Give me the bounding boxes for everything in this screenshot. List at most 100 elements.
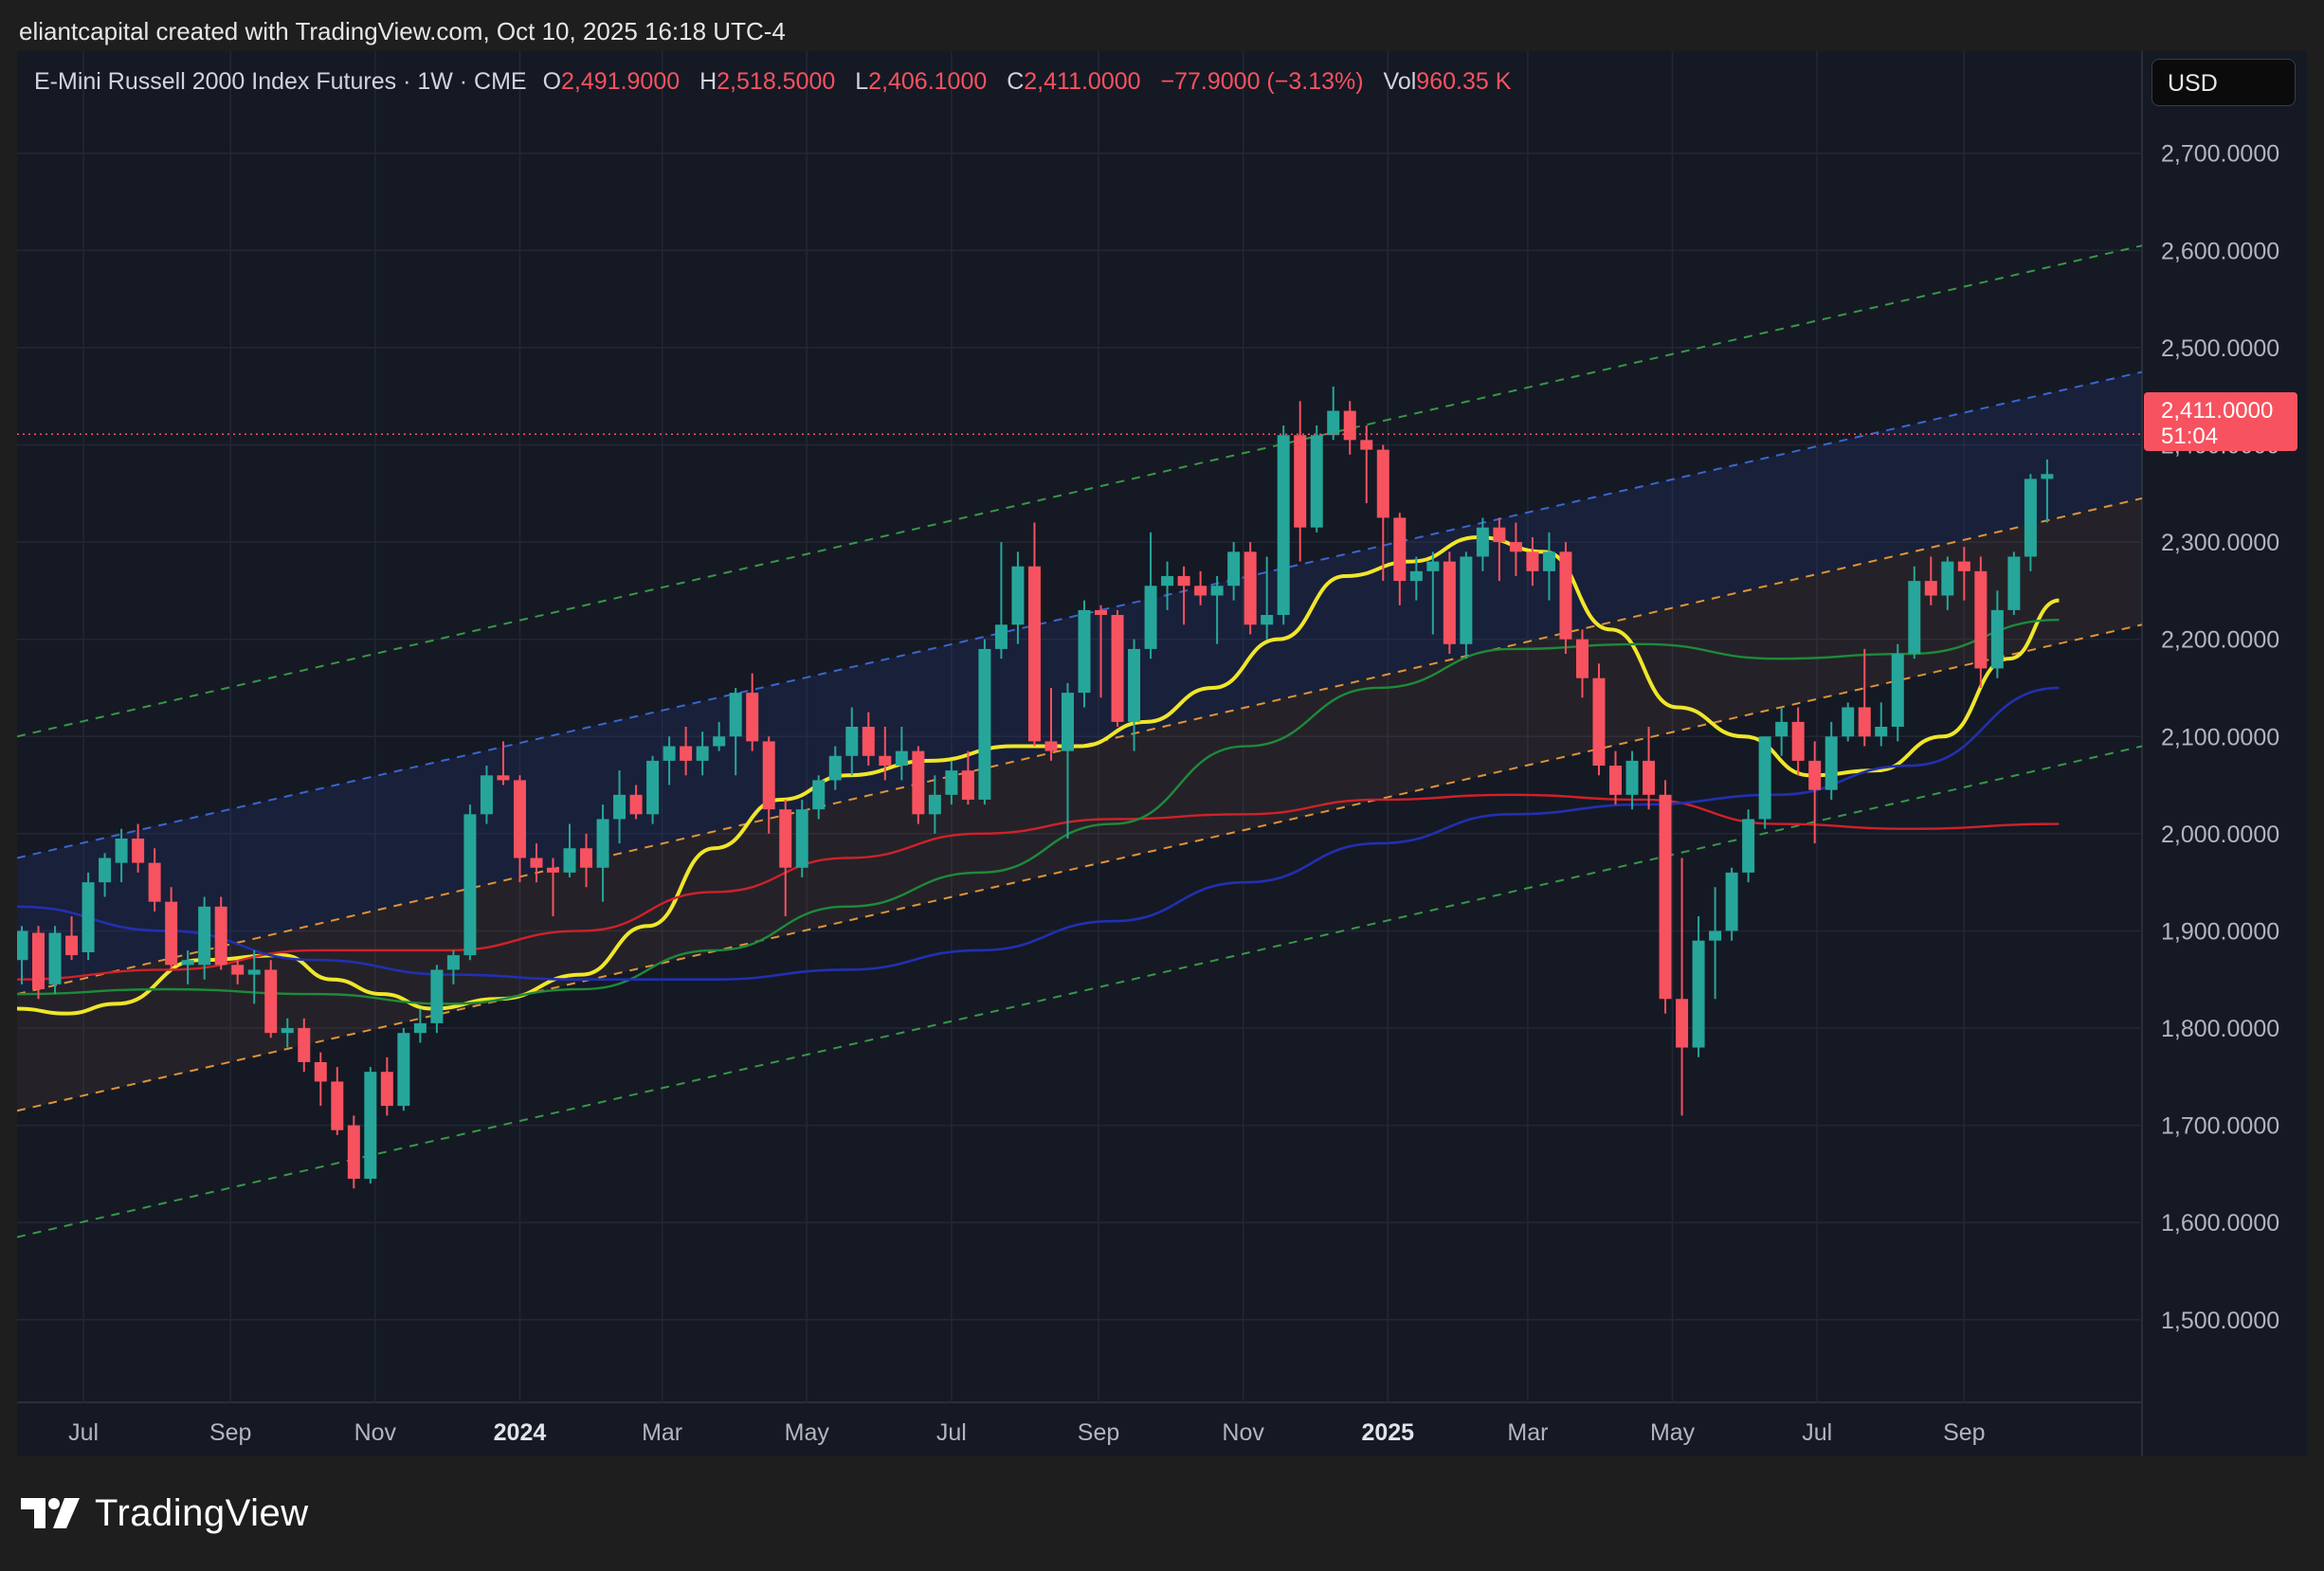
candle-body bbox=[762, 741, 775, 810]
candle-body bbox=[978, 648, 991, 800]
candle-body bbox=[1376, 449, 1389, 518]
candle-body bbox=[729, 693, 742, 737]
candle-body bbox=[115, 838, 128, 863]
candle-body bbox=[82, 882, 95, 953]
candle-body bbox=[132, 838, 145, 863]
chart-frame[interactable]: 1,500.0000 1,600.0000 1,700.0000 1,800.0000… bbox=[17, 51, 2307, 1456]
candle-body bbox=[862, 727, 875, 756]
y-tick-label: 2,300.0000 bbox=[2161, 530, 2279, 556]
candle-body bbox=[65, 935, 79, 956]
candle-body bbox=[1758, 736, 1771, 820]
volume-value: 960.35 K bbox=[1416, 68, 1512, 95]
candle-body bbox=[331, 1081, 344, 1130]
chart-attribution: eliantcapital created with TradingView.c… bbox=[19, 17, 786, 45]
candle-body bbox=[1858, 707, 1871, 737]
candle-body bbox=[497, 775, 510, 781]
candle-body bbox=[214, 906, 227, 966]
candle-body bbox=[1327, 410, 1340, 436]
y-tick-label: 2,600.0000 bbox=[2161, 238, 2279, 264]
brand-name: TradingView bbox=[95, 1491, 309, 1534]
candle-body bbox=[1210, 586, 1224, 596]
candle-body bbox=[828, 755, 842, 781]
tradingview-brand[interactable]: TradingView bbox=[21, 1490, 309, 1537]
candle-body bbox=[430, 969, 444, 1023]
candle-body bbox=[1277, 435, 1290, 616]
candle-body bbox=[1061, 693, 1074, 751]
candle-body bbox=[994, 624, 1008, 649]
candle-body bbox=[1791, 721, 1805, 761]
candle-body bbox=[696, 746, 709, 761]
low-value: 2,406.1000 bbox=[868, 68, 988, 95]
candle-body bbox=[364, 1072, 377, 1180]
candle-body bbox=[1725, 872, 1738, 931]
candle-body bbox=[32, 932, 45, 989]
high-value: 2,518.5000 bbox=[717, 68, 836, 95]
x-tick-label: Mar bbox=[642, 1419, 682, 1446]
candle-body bbox=[1409, 570, 1423, 582]
candle-body bbox=[1625, 760, 1639, 795]
low-key: L bbox=[855, 68, 869, 95]
x-tick-label: Jul bbox=[936, 1419, 967, 1446]
candle-body bbox=[596, 819, 609, 868]
x-tick-label: Sep bbox=[1078, 1419, 1119, 1446]
candle-body bbox=[795, 809, 808, 868]
candle-body bbox=[1426, 561, 1440, 571]
candle-body bbox=[1194, 586, 1207, 596]
currency-selector[interactable]: USD bbox=[2152, 59, 2296, 106]
moving-average-green bbox=[17, 618, 2060, 1005]
candle-body bbox=[1742, 819, 1755, 873]
candle-body bbox=[1957, 561, 1970, 571]
candle-body bbox=[231, 965, 245, 975]
candle-body bbox=[1709, 930, 1722, 941]
candle-body bbox=[347, 1125, 360, 1180]
candle-body bbox=[281, 1028, 294, 1034]
candle-body bbox=[463, 814, 477, 956]
candle-body bbox=[1908, 581, 1921, 655]
candle-body bbox=[1924, 581, 1937, 596]
candle-body bbox=[1177, 575, 1190, 587]
channel-fill-lower bbox=[17, 497, 2142, 1111]
candle-body bbox=[1875, 727, 1888, 737]
candle-body bbox=[1343, 410, 1356, 441]
candle-body bbox=[2041, 474, 2054, 479]
x-tick-label: Nov bbox=[354, 1419, 397, 1446]
y-tick-label: 2,700.0000 bbox=[2161, 141, 2279, 168]
candle-body bbox=[1808, 760, 1822, 790]
candle-body bbox=[629, 794, 643, 815]
candle-body bbox=[746, 693, 759, 742]
x-tick-label: Jul bbox=[1802, 1419, 1832, 1446]
close-key: C bbox=[1007, 68, 1025, 95]
candle-body bbox=[845, 727, 859, 756]
y-tick-label: 2,000.0000 bbox=[2161, 822, 2279, 848]
candle-body bbox=[1095, 609, 1108, 616]
candle-body bbox=[1078, 609, 1091, 694]
candle-body bbox=[397, 1033, 410, 1107]
x-tick-label: Sep bbox=[209, 1419, 251, 1446]
candle-body bbox=[446, 955, 460, 970]
open-key: O bbox=[542, 68, 562, 95]
x-tick-label: Jul bbox=[68, 1419, 99, 1446]
candle-body bbox=[181, 960, 194, 966]
y-tick-label: 1,700.0000 bbox=[2161, 1113, 2279, 1140]
candle-body bbox=[928, 794, 941, 815]
bar-countdown: 51:04 bbox=[2161, 424, 2219, 449]
candle-body bbox=[530, 858, 543, 868]
x-tick-label: May bbox=[785, 1419, 830, 1446]
price-chart[interactable]: 1,500.0000 1,600.0000 1,700.0000 1,800.0000… bbox=[17, 51, 2307, 1456]
candle-body bbox=[48, 932, 62, 984]
candle-body bbox=[1692, 940, 1705, 1048]
instrument-title: E-Mini Russell 2000 Index Futures · 1W ·… bbox=[34, 68, 527, 95]
candle-body bbox=[895, 750, 908, 767]
x-tick-label: Nov bbox=[1222, 1419, 1264, 1446]
candle-body bbox=[1676, 999, 1689, 1048]
candle-body bbox=[298, 1028, 311, 1062]
volume-key: Vol bbox=[1383, 68, 1417, 95]
candle-body bbox=[1990, 609, 2004, 669]
candle-body bbox=[1476, 527, 1489, 557]
candle-body bbox=[779, 809, 792, 868]
candle-body bbox=[663, 746, 676, 761]
candle-body bbox=[1460, 556, 1473, 644]
candle-body bbox=[247, 969, 261, 975]
candle-body bbox=[646, 760, 660, 815]
candle-body bbox=[413, 1022, 427, 1034]
